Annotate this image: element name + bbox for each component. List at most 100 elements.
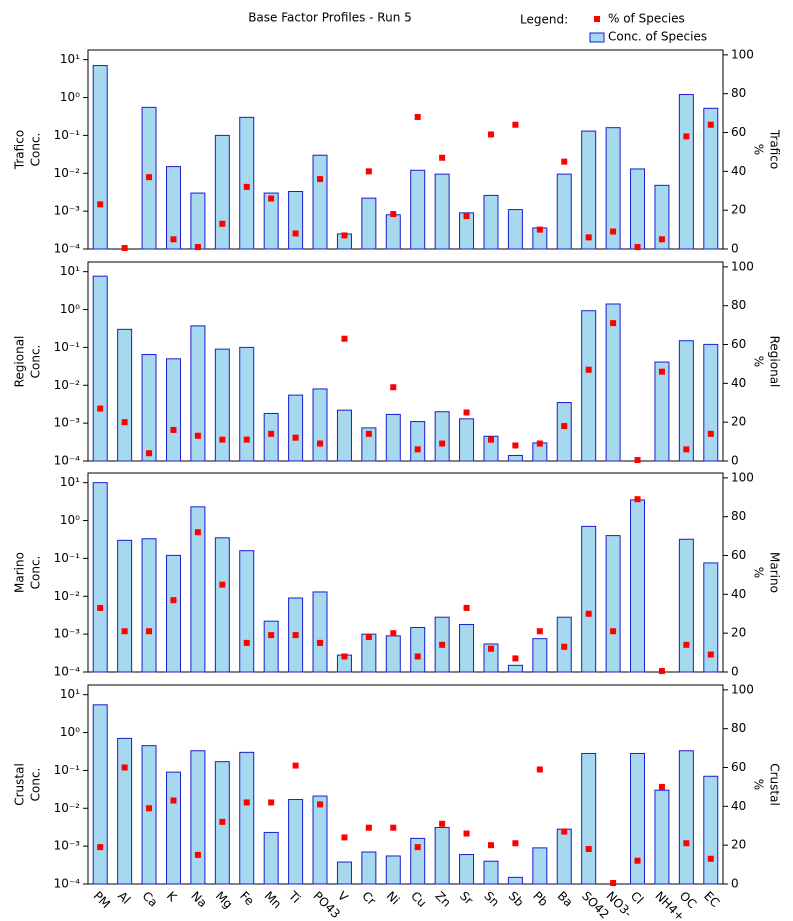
percent-marker bbox=[341, 232, 348, 239]
percent-marker bbox=[463, 409, 470, 416]
percent-marker bbox=[658, 783, 665, 790]
bar bbox=[605, 535, 621, 673]
bar bbox=[434, 173, 450, 250]
bar bbox=[630, 752, 646, 885]
percent-marker bbox=[146, 174, 153, 181]
percent-marker bbox=[683, 133, 690, 140]
percent-marker bbox=[97, 604, 104, 611]
bar bbox=[410, 421, 426, 462]
percent-marker bbox=[365, 430, 372, 437]
y2-tick-label: 60 bbox=[731, 548, 746, 562]
y-axis-name: Trafico bbox=[13, 130, 27, 170]
bar bbox=[532, 847, 548, 885]
percent-marker bbox=[561, 828, 568, 835]
percent-marker bbox=[194, 432, 201, 439]
percent-marker bbox=[463, 212, 470, 219]
y-tick-label: 10⁻² bbox=[54, 378, 81, 392]
bar bbox=[190, 506, 206, 673]
percent-marker bbox=[585, 234, 592, 241]
x-tick-label: Na bbox=[188, 889, 209, 910]
bar bbox=[434, 411, 450, 462]
x-tick-label: Sb bbox=[506, 889, 527, 910]
bar bbox=[605, 303, 621, 462]
percent-marker bbox=[634, 496, 641, 503]
y-tick-label: 10⁻³ bbox=[54, 416, 81, 430]
bar bbox=[703, 343, 719, 462]
y2-tick-label: 80 bbox=[731, 721, 746, 735]
bar bbox=[117, 328, 133, 462]
y2-tick-label: 20 bbox=[731, 203, 746, 217]
bar bbox=[312, 388, 328, 462]
x-tick-label: Ni bbox=[384, 889, 403, 908]
percent-marker bbox=[194, 244, 201, 251]
y-tick-label: 10⁻³ bbox=[54, 627, 81, 641]
percent-marker bbox=[268, 632, 275, 639]
y2-tick-label: 60 bbox=[731, 125, 746, 139]
legend-label: Conc. of Species bbox=[608, 30, 707, 44]
percent-marker bbox=[585, 366, 592, 373]
percent-marker bbox=[268, 195, 275, 202]
bar bbox=[556, 402, 572, 462]
y-tick-label: 10⁻² bbox=[54, 589, 81, 603]
percent-marker bbox=[536, 226, 543, 233]
bar bbox=[654, 184, 670, 250]
x-tick-label: NO3- bbox=[603, 889, 634, 920]
bar bbox=[556, 828, 572, 885]
y2-tick-label: 100 bbox=[731, 259, 754, 273]
y-axis-name: Crustal bbox=[13, 763, 27, 806]
plot-frame bbox=[87, 261, 724, 462]
percent-marker bbox=[487, 842, 494, 849]
percent-marker bbox=[610, 320, 617, 327]
bar bbox=[92, 275, 108, 462]
x-tick-label: Ba bbox=[555, 889, 576, 910]
percent-marker bbox=[219, 818, 226, 825]
x-tick-label: Zn bbox=[433, 889, 454, 910]
bar bbox=[190, 750, 206, 885]
percent-marker bbox=[439, 440, 446, 447]
y2-tick-label: 0 bbox=[731, 454, 739, 468]
bar bbox=[703, 775, 719, 885]
y-tick-label: 10⁻³ bbox=[54, 839, 81, 853]
y2-tick-label: 100 bbox=[731, 682, 754, 696]
percent-marker bbox=[561, 423, 568, 430]
bar bbox=[288, 799, 304, 885]
percent-marker bbox=[707, 121, 714, 128]
percent-marker bbox=[683, 446, 690, 453]
y-tick-label: 10⁻² bbox=[54, 801, 81, 815]
bar bbox=[165, 166, 181, 250]
percent-marker bbox=[707, 855, 714, 862]
percent-marker bbox=[414, 446, 421, 453]
percent-marker bbox=[634, 457, 641, 464]
percent-marker bbox=[463, 830, 470, 837]
y2-tick-label: 60 bbox=[731, 337, 746, 351]
bar bbox=[288, 394, 304, 462]
bar bbox=[385, 635, 401, 673]
x-tick-label: Mn bbox=[262, 889, 285, 912]
bar bbox=[312, 591, 328, 673]
y2-tick-label: 0 bbox=[731, 242, 739, 256]
legend-label: % of Species bbox=[608, 12, 685, 26]
percent-marker bbox=[585, 610, 592, 617]
bar bbox=[410, 626, 426, 673]
y2-axis-name: Crustal bbox=[768, 763, 782, 806]
y2-tick-label: 40 bbox=[731, 799, 746, 813]
percent-marker bbox=[121, 419, 128, 426]
bar bbox=[385, 214, 401, 250]
y-tick-label: 10⁻⁴ bbox=[54, 877, 81, 891]
percent-marker bbox=[170, 597, 177, 604]
percent-marker bbox=[561, 158, 568, 165]
y-tick-label: 10⁻⁴ bbox=[54, 242, 81, 256]
percent-marker bbox=[146, 450, 153, 457]
bar bbox=[190, 192, 206, 250]
bar bbox=[581, 310, 597, 462]
percent-marker bbox=[536, 440, 543, 447]
y2-axis-name: Regional bbox=[768, 336, 782, 388]
chart-title: Base Factor Profiles - Run 5 bbox=[248, 11, 412, 25]
bar bbox=[678, 750, 694, 885]
bar bbox=[165, 771, 181, 885]
percent-marker bbox=[341, 653, 348, 660]
bar bbox=[654, 789, 670, 885]
percent-marker bbox=[317, 440, 324, 447]
bar bbox=[703, 562, 719, 673]
percent-marker bbox=[292, 762, 299, 769]
